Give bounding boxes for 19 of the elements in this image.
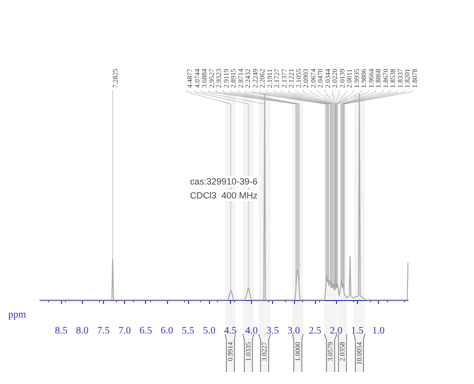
x-tick-label: 4.0 [245, 326, 258, 336]
x-tick-label: 5.0 [202, 326, 216, 336]
x-tick-label: 5.5 [182, 326, 194, 336]
x-tick-label: 7.5 [97, 326, 110, 336]
x-tick-label: 6.5 [139, 326, 152, 336]
annotation: cas:329910-39-6 [190, 176, 258, 186]
x-tick-label: 2.0 [330, 326, 342, 336]
x-tick-label: 8.0 [76, 326, 89, 336]
x-tick-label: 3.0 [288, 326, 300, 336]
x-tick-label: 2.5 [308, 326, 322, 336]
x-axis-title: ppm [8, 310, 26, 320]
x-tick-label: 1.5 [350, 326, 364, 336]
x-tick-label: 1.0 [372, 326, 385, 336]
x-tick-label: 4.5 [224, 326, 237, 336]
x-tick-label: 7.0 [118, 326, 131, 336]
annotation: CDCl3 400 MHz [190, 190, 258, 200]
x-tick-label: 3.5 [266, 326, 279, 336]
x-tick-label: 6.0 [160, 326, 174, 336]
x-tick-label: 8.5 [54, 326, 68, 336]
